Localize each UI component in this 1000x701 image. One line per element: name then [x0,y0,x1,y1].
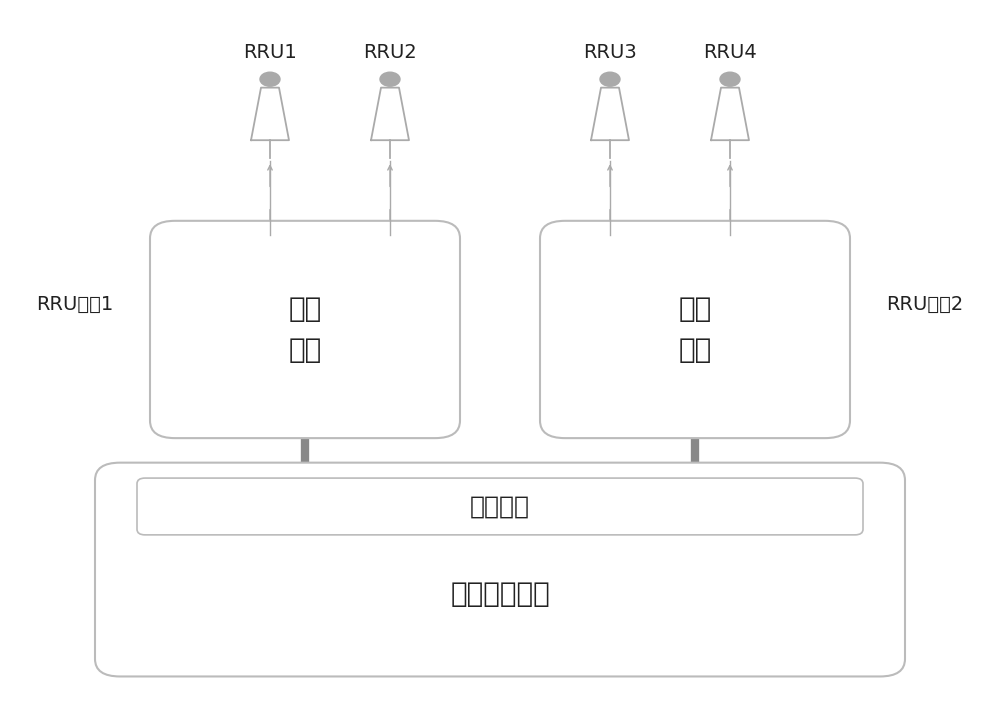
FancyBboxPatch shape [95,463,905,676]
Text: RRU分组2: RRU分组2 [886,295,964,315]
Circle shape [260,72,280,86]
Polygon shape [371,88,409,140]
Polygon shape [591,88,629,140]
Text: 扩展
单元: 扩展 单元 [288,295,322,364]
Text: RRU3: RRU3 [583,43,637,62]
Polygon shape [251,88,289,140]
Text: 前传接口: 前传接口 [470,494,530,519]
Circle shape [720,72,740,86]
Polygon shape [711,88,749,140]
FancyBboxPatch shape [540,221,850,438]
Circle shape [600,72,620,86]
Circle shape [380,72,400,86]
Text: RRU1: RRU1 [243,43,297,62]
Text: RRU4: RRU4 [703,43,757,62]
Text: 扩展
单元: 扩展 单元 [678,295,712,364]
FancyBboxPatch shape [137,478,863,535]
Text: RRU2: RRU2 [363,43,417,62]
FancyBboxPatch shape [150,221,460,438]
Text: 中心处理单元: 中心处理单元 [450,580,550,608]
Text: RRU分组1: RRU分组1 [36,295,114,315]
